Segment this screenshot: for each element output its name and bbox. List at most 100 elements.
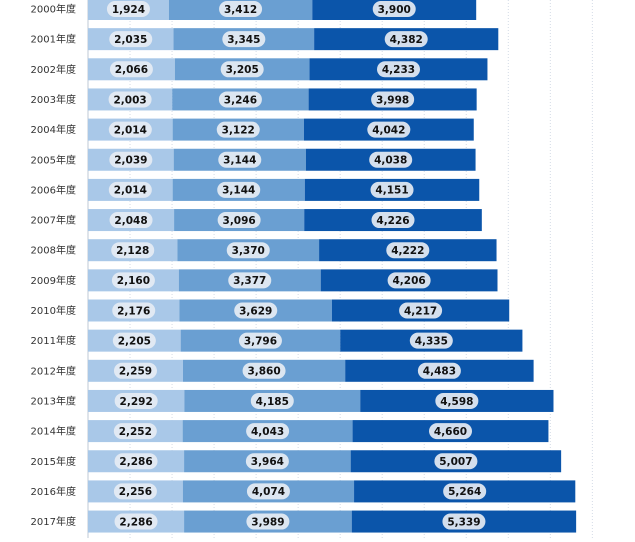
value-label-bubble xyxy=(386,242,430,259)
value-label: 4,226 xyxy=(376,215,409,227)
value-label-bubble xyxy=(220,61,264,78)
value-label: 4,382 xyxy=(390,34,423,46)
value-label: 2,048 xyxy=(114,215,147,227)
bars xyxy=(88,0,577,533)
category-label: 2015年度 xyxy=(31,455,76,468)
value-label-bubble xyxy=(111,272,155,289)
value-label-bubble xyxy=(372,1,416,17)
value-label: 3,998 xyxy=(376,94,409,106)
value-label-bubble xyxy=(442,513,486,530)
value-label: 2,066 xyxy=(115,64,148,76)
value-label-bubble xyxy=(222,31,266,48)
category-label: 2017年度 xyxy=(31,515,76,528)
value-label: 5,339 xyxy=(447,516,480,528)
data-labels: 1,924 3,412 3,900 2,035 3,345 4,382 2,066 3,205… xyxy=(106,1,487,530)
value-label-bubble xyxy=(109,151,153,168)
value-label-bubble xyxy=(245,453,289,470)
value-label-bubble xyxy=(234,302,278,319)
value-label: 3,144 xyxy=(222,185,255,197)
value-label-bubble xyxy=(242,362,286,379)
value-label-bubble xyxy=(112,302,156,319)
value-label-bubble xyxy=(217,212,261,229)
value-label: 2,259 xyxy=(119,366,152,378)
value-label-bubble xyxy=(109,61,153,78)
value-label: 3,096 xyxy=(223,215,256,227)
value-label: 2,286 xyxy=(119,456,152,468)
value-label: 2,014 xyxy=(114,185,147,197)
value-label: 2,205 xyxy=(118,335,151,347)
value-label-bubble xyxy=(417,362,461,379)
value-label: 2,256 xyxy=(119,486,152,498)
value-label-bubble xyxy=(384,31,428,48)
value-label: 3,629 xyxy=(239,305,272,317)
value-label: 2,176 xyxy=(117,305,150,317)
category-label: 2006年度 xyxy=(31,183,76,196)
category-label: 2003年度 xyxy=(31,93,76,106)
value-label: 3,205 xyxy=(226,64,259,76)
category-label: 2000年度 xyxy=(31,3,76,16)
category-label: 2010年度 xyxy=(31,304,76,317)
value-label-bubble xyxy=(114,392,158,409)
value-label-bubble xyxy=(370,181,414,198)
value-label-bubble xyxy=(371,91,415,108)
value-label-bubble xyxy=(399,302,443,319)
value-label: 2,035 xyxy=(114,34,147,46)
value-label-bubble xyxy=(246,513,290,530)
value-label-bubble xyxy=(238,332,282,349)
value-label: 3,377 xyxy=(233,275,266,287)
value-label-bubble xyxy=(387,272,431,289)
value-label-bubble xyxy=(106,1,150,17)
value-label-bubble xyxy=(369,151,413,168)
value-label-bubble xyxy=(246,423,290,440)
value-label: 2,286 xyxy=(119,516,152,528)
value-label: 4,038 xyxy=(374,155,407,167)
category-label: 2014年度 xyxy=(31,425,76,438)
value-label: 5,264 xyxy=(448,486,481,498)
value-label: 3,796 xyxy=(244,335,277,347)
value-label-bubble xyxy=(367,121,411,138)
value-label-bubble xyxy=(109,212,153,229)
value-label: 4,483 xyxy=(423,366,456,378)
value-label: 4,206 xyxy=(392,275,425,287)
value-label: 4,043 xyxy=(251,426,284,438)
value-label: 4,598 xyxy=(440,396,473,408)
value-label-bubble xyxy=(218,151,262,168)
value-label: 2,160 xyxy=(117,275,150,287)
category-label: 2013年度 xyxy=(31,394,76,407)
category-label: 2011年度 xyxy=(31,334,76,347)
value-label: 2,128 xyxy=(116,245,149,257)
value-label: 3,144 xyxy=(223,155,256,167)
value-label: 2,014 xyxy=(114,124,147,136)
value-label: 4,233 xyxy=(382,64,415,76)
value-label-bubble xyxy=(250,392,294,409)
value-label-bubble xyxy=(217,181,261,198)
value-label-bubble xyxy=(112,332,156,349)
value-label-bubble xyxy=(429,423,473,440)
category-label: 2016年度 xyxy=(31,485,76,498)
value-label: 4,217 xyxy=(404,305,437,317)
value-label-bubble xyxy=(108,181,152,198)
value-label: 5,007 xyxy=(439,456,472,468)
value-label: 3,964 xyxy=(251,456,284,468)
value-label-bubble xyxy=(113,423,157,440)
category-label: 2012年度 xyxy=(31,364,76,377)
value-label-bubble xyxy=(109,31,153,48)
value-label: 4,222 xyxy=(391,245,424,257)
value-label: 3,246 xyxy=(224,94,257,106)
value-label-bubble xyxy=(113,483,157,500)
value-label: 4,660 xyxy=(434,426,467,438)
value-label-bubble xyxy=(443,483,487,500)
value-label: 4,042 xyxy=(372,124,405,136)
value-label-bubble xyxy=(108,121,152,138)
category-label: 2002年度 xyxy=(31,63,76,76)
value-label: 3,345 xyxy=(227,34,260,46)
value-label-bubble xyxy=(376,61,420,78)
value-label-bubble xyxy=(113,362,157,379)
category-label: 2007年度 xyxy=(31,214,76,227)
value-label-bubble xyxy=(246,483,290,500)
value-label: 2,039 xyxy=(114,155,147,167)
value-label-bubble xyxy=(409,332,453,349)
value-label: 4,151 xyxy=(375,185,408,197)
